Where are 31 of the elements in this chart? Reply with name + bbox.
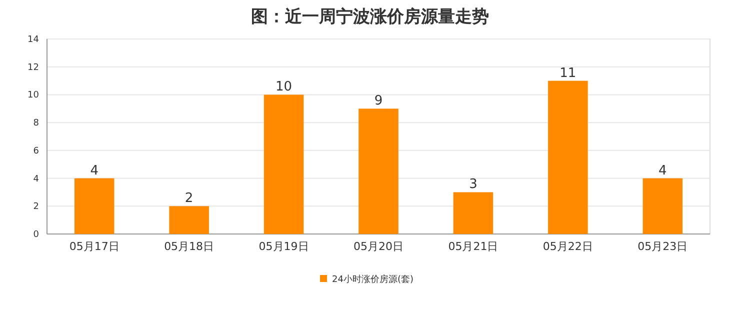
y-tick-label: 12 xyxy=(28,62,39,73)
data-label: 4 xyxy=(658,163,667,178)
data-label: 9 xyxy=(374,94,383,109)
bar xyxy=(358,108,398,234)
data-label: 4 xyxy=(90,163,98,178)
legend-label: 24小时涨价房源(套) xyxy=(332,274,414,285)
bar xyxy=(264,94,304,234)
bar xyxy=(548,80,588,234)
y-tick-label: 2 xyxy=(33,202,39,212)
x-tick-label: 05月20日 xyxy=(354,240,404,253)
x-tick-label: 05月22日 xyxy=(542,240,593,253)
y-tick-label: 6 xyxy=(33,146,40,156)
bar xyxy=(642,178,683,234)
data-label: 3 xyxy=(469,177,478,192)
data-label: 2 xyxy=(184,191,194,206)
data-label: 11 xyxy=(560,66,576,81)
x-tick-label: 05月18日 xyxy=(164,240,214,253)
y-tick-label: 10 xyxy=(28,90,40,101)
bar xyxy=(453,192,494,234)
x-tick-label: 05月23日 xyxy=(638,240,688,253)
bar xyxy=(169,206,209,234)
y-tick-label: 4 xyxy=(33,174,40,184)
x-tick-label: 05月21日 xyxy=(448,240,498,253)
bar xyxy=(74,178,114,234)
chart-title: 图：近一周宁波涨价房源量走势 xyxy=(251,7,489,27)
y-tick-label: 8 xyxy=(33,118,40,129)
y-tick-label: 0 xyxy=(33,230,40,240)
data-label: 10 xyxy=(276,80,292,95)
y-tick-label: 14 xyxy=(28,35,40,45)
x-tick-label: 05月17日 xyxy=(69,240,120,253)
x-tick-label: 05月19日 xyxy=(258,240,309,253)
